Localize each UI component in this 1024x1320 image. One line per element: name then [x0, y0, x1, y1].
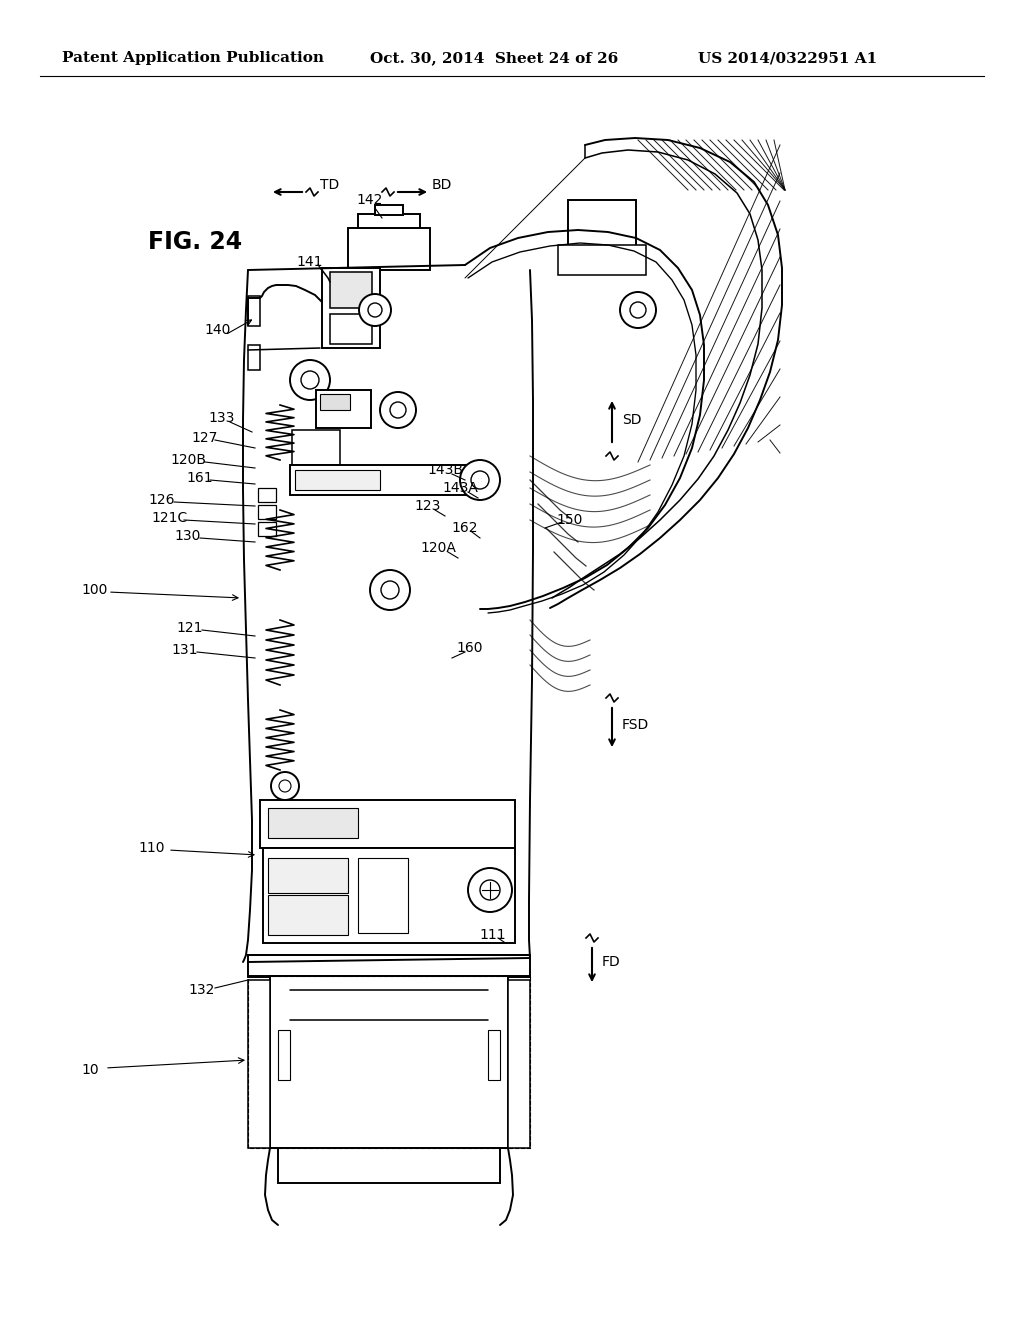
- Bar: [319, 393, 350, 411]
- Circle shape: [370, 570, 410, 610]
- Text: 126: 126: [148, 492, 175, 507]
- Bar: [488, 1030, 500, 1080]
- Text: 143A: 143A: [442, 480, 478, 495]
- Bar: [375, 205, 403, 215]
- Bar: [248, 345, 260, 370]
- Text: TD: TD: [319, 178, 339, 191]
- Text: FSD: FSD: [622, 718, 649, 733]
- Circle shape: [460, 459, 500, 500]
- Bar: [278, 1148, 500, 1183]
- Circle shape: [468, 869, 512, 912]
- Circle shape: [630, 302, 646, 318]
- Bar: [290, 465, 490, 495]
- Bar: [278, 1030, 290, 1080]
- Text: 100: 100: [82, 583, 109, 597]
- Text: 161: 161: [186, 471, 213, 484]
- Text: FD: FD: [602, 954, 621, 969]
- Text: 120B: 120B: [170, 453, 206, 467]
- Bar: [268, 808, 358, 838]
- Bar: [248, 975, 530, 1148]
- Text: 111: 111: [479, 928, 506, 942]
- Text: 131: 131: [172, 643, 199, 657]
- Bar: [248, 979, 270, 1148]
- Text: 132: 132: [188, 983, 215, 997]
- Circle shape: [380, 392, 416, 428]
- Text: 130: 130: [175, 529, 201, 543]
- Bar: [258, 521, 276, 536]
- Text: Oct. 30, 2014  Sheet 24 of 26: Oct. 30, 2014 Sheet 24 of 26: [370, 51, 618, 65]
- Bar: [558, 246, 646, 275]
- Text: 141: 141: [297, 255, 324, 269]
- Bar: [258, 506, 276, 519]
- Bar: [348, 228, 430, 271]
- Bar: [316, 389, 371, 428]
- Text: 121: 121: [177, 620, 203, 635]
- Circle shape: [359, 294, 391, 326]
- Bar: [330, 272, 372, 308]
- Bar: [260, 800, 515, 847]
- Bar: [248, 954, 530, 977]
- Text: 110: 110: [138, 841, 165, 855]
- Bar: [270, 975, 508, 1148]
- Bar: [263, 847, 515, 942]
- Circle shape: [620, 292, 656, 327]
- Circle shape: [368, 304, 382, 317]
- Text: FIG. 24: FIG. 24: [148, 230, 242, 253]
- Bar: [358, 858, 408, 933]
- Bar: [295, 470, 380, 490]
- Bar: [292, 430, 340, 465]
- Text: 10: 10: [81, 1063, 98, 1077]
- Bar: [508, 979, 530, 1148]
- Text: 143B: 143B: [427, 463, 463, 477]
- Text: 142: 142: [356, 193, 383, 207]
- Bar: [358, 214, 420, 228]
- Bar: [248, 296, 260, 326]
- Text: 162: 162: [452, 521, 478, 535]
- Text: 160: 160: [457, 642, 483, 655]
- Circle shape: [271, 772, 299, 800]
- Text: US 2014/0322951 A1: US 2014/0322951 A1: [698, 51, 878, 65]
- Text: 133: 133: [209, 411, 236, 425]
- Text: BD: BD: [432, 178, 453, 191]
- Bar: [268, 858, 348, 894]
- Bar: [258, 488, 276, 502]
- Bar: [330, 314, 372, 345]
- Text: 121C: 121C: [152, 511, 188, 525]
- Bar: [568, 201, 636, 249]
- Text: 150: 150: [557, 513, 584, 527]
- Text: 123: 123: [415, 499, 441, 513]
- Bar: [322, 268, 380, 348]
- Text: 140: 140: [205, 323, 231, 337]
- Text: 127: 127: [191, 432, 218, 445]
- Bar: [268, 895, 348, 935]
- Text: 120A: 120A: [420, 541, 456, 554]
- Text: SD: SD: [622, 413, 641, 426]
- Text: Patent Application Publication: Patent Application Publication: [62, 51, 324, 65]
- Circle shape: [290, 360, 330, 400]
